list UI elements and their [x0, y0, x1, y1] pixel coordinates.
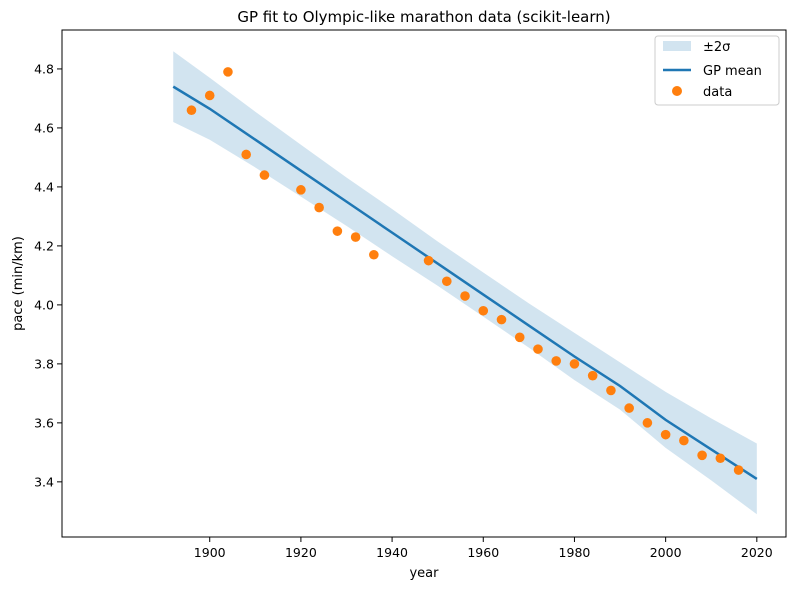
- y-tick-label: 3.4: [34, 474, 54, 489]
- data-point: [259, 170, 270, 180]
- data-points: [186, 67, 744, 475]
- data-point: [679, 435, 689, 446]
- legend-band-label: ±2σ: [703, 40, 730, 55]
- data-point: [332, 226, 343, 236]
- data-point: [697, 450, 707, 461]
- data-point: [423, 255, 434, 266]
- legend-box: [654, 35, 780, 106]
- y-tick-label: 3.6: [34, 415, 54, 430]
- data-point: [569, 359, 580, 369]
- data-point: [551, 356, 562, 366]
- data-point: [715, 453, 726, 464]
- data-point: [642, 418, 653, 428]
- x-tick-label: 1920: [285, 545, 317, 560]
- x-tick-label: 2020: [741, 545, 773, 560]
- y-tick-label: 3.8: [34, 356, 54, 371]
- data-point: [606, 385, 616, 396]
- y-axis-label: pace (min/km): [11, 236, 26, 331]
- y-tick-label: 4.4: [34, 179, 54, 194]
- data-point: [533, 344, 543, 354]
- chart-title: GP fit to Olympic-like marathon data (sc…: [237, 8, 610, 26]
- data-point: [587, 370, 598, 381]
- data-point: [460, 291, 470, 301]
- legend-band-swatch: [663, 41, 691, 51]
- data-point: [442, 276, 452, 287]
- legend-mean-label: GP mean: [703, 64, 762, 79]
- y-tick-label: 4.2: [34, 238, 54, 253]
- data-point: [186, 105, 197, 116]
- data-point: [496, 314, 507, 325]
- x-tick-label: 1980: [559, 545, 591, 560]
- legend: ±2σ GP mean data: [654, 35, 780, 106]
- data-point: [514, 332, 525, 343]
- data-point: [241, 149, 251, 160]
- plot-area: [172, 51, 758, 515]
- x-axis-ticks: 1900 1920 1940 1960 1980 2000 2020: [194, 537, 773, 560]
- x-tick-label: 1900: [194, 545, 226, 560]
- gp-mean-line: [172, 85, 758, 480]
- x-axis-label: year: [409, 566, 439, 581]
- y-tick-label: 4.6: [34, 120, 54, 135]
- y-tick-label: 4.8: [34, 61, 54, 76]
- data-point: [624, 403, 634, 413]
- data-point: [660, 429, 671, 440]
- x-tick-label: 1960: [467, 545, 499, 560]
- data-point: [350, 232, 361, 242]
- data-point: [369, 249, 379, 260]
- data-point: [314, 202, 324, 213]
- axes-frame: [61, 29, 787, 538]
- y-axis-ticks: 3.4 3.6 3.8 4.0 4.2 4.4 4.6 4.8: [34, 61, 62, 489]
- x-tick-label: 1940: [376, 545, 408, 560]
- data-point: [223, 67, 233, 77]
- data-point: [204, 90, 215, 101]
- data-point: [296, 185, 306, 195]
- data-point: [478, 305, 489, 316]
- legend-data-swatch: [672, 86, 682, 96]
- data-point: [733, 465, 744, 475]
- y-tick-label: 4.0: [34, 297, 54, 312]
- x-tick-label: 2000: [650, 545, 682, 560]
- legend-data-label: data: [703, 85, 732, 100]
